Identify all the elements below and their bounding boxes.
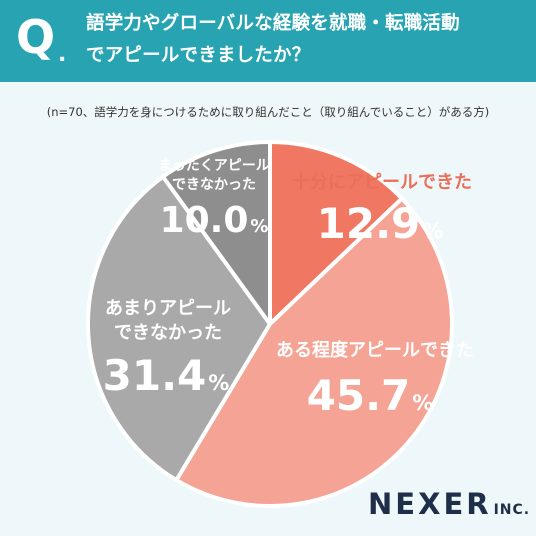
question-text: 語学力やグローバルな経験を就職・転職活動 でアピールできましたか？ xyxy=(86,8,526,72)
pie-slice-1 xyxy=(268,140,404,326)
logo-main: NEXER xyxy=(368,487,492,521)
question-line-1: 語学力やグローバルな経験を就職・転職活動 xyxy=(86,13,460,34)
slice-label-3: あまりアピールできなかった xyxy=(105,298,231,343)
slice-label-1: 十分にアピールできた xyxy=(292,171,472,193)
q-dot: . xyxy=(58,42,67,67)
slice-value-3: 31.4% xyxy=(103,351,230,400)
q-mark: Q xyxy=(16,10,56,64)
nexer-logo: NEXER INC. xyxy=(368,490,530,519)
logo-sub: INC. xyxy=(493,502,531,518)
question-header: Q . 語学力やグローバルな経験を就職・転職活動 でアピールできましたか？ xyxy=(0,0,536,82)
slice-label-2: ある程度アピールできた xyxy=(276,339,474,361)
pie-slice-2 xyxy=(174,196,454,509)
slice-value-4: 10.0% xyxy=(160,200,269,241)
slice-value-2: 45.7% xyxy=(307,371,434,420)
pie-slice-4 xyxy=(161,140,272,326)
sample-note: (n=70、語学力を身につけるために取り組んだこと（取り組んでいること）がある方… xyxy=(46,105,490,119)
slice-value-1: 12.9% xyxy=(317,199,444,248)
slice-label-4: まったくアピールできなかった xyxy=(158,158,269,193)
question-line-2: でアピールできましたか？ xyxy=(86,45,311,66)
pie-slice-3 xyxy=(86,174,272,483)
